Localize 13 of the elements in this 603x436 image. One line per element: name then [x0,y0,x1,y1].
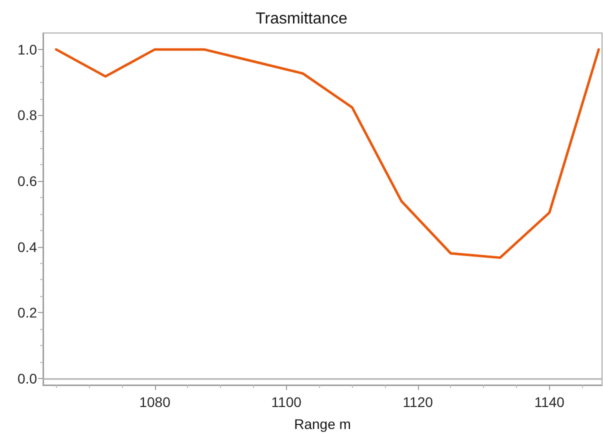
x-axis-title: Range m [294,416,351,432]
chart-title: Trasmittance [256,10,348,28]
y-tick-label: 0.4 [18,238,38,255]
x-tick-label: 1100 [271,394,302,410]
line-series [54,48,600,259]
x-tick-label: 1140 [534,394,565,410]
y-tick-label: 0.2 [18,304,38,321]
y-tick-label: 0.8 [18,107,38,124]
y-tick-label: 0.0 [18,370,38,386]
y-tick-label: 1.0 [18,41,38,58]
y-tick-label: 0.6 [18,173,38,190]
x-tick-label: 1080 [139,394,171,410]
x-tick-label: 1120 [402,394,434,410]
